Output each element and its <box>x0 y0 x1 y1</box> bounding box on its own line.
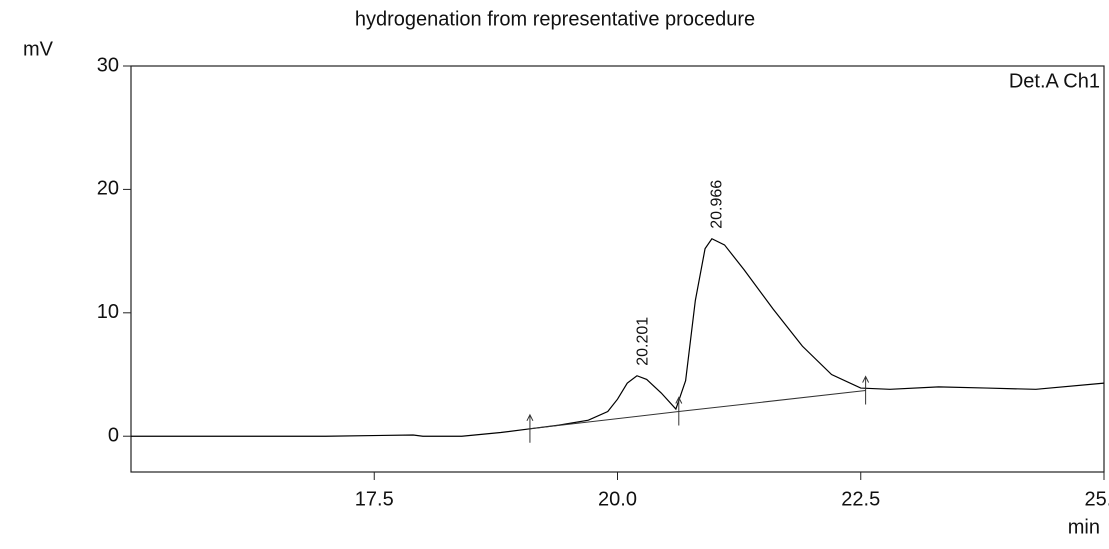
detector-label: Det.A Ch1 <box>1009 70 1100 92</box>
x-tick-label: 22.5 <box>841 488 880 510</box>
trace-line <box>131 238 1105 437</box>
y-tick-label: 10 <box>97 301 119 323</box>
integration-arrow <box>526 413 534 443</box>
plot-frame <box>130 65 1105 473</box>
y-tick-label: 0 <box>108 424 119 446</box>
y-tick-label: 30 <box>97 54 119 76</box>
peak-label: 20.966 <box>709 180 726 229</box>
integration-arrow <box>862 375 870 405</box>
chart-title: hydrogenation from representative proced… <box>355 8 755 30</box>
x-tick-label: 20.0 <box>598 488 637 510</box>
x-tick-label: 17.5 <box>355 488 394 510</box>
integration-baseline <box>529 390 866 430</box>
y-axis-label: mV <box>23 38 54 60</box>
x-tick-label: 25.0 <box>1085 488 1109 510</box>
y-tick-label: 20 <box>97 178 119 200</box>
x-axis-label: min <box>1068 516 1100 538</box>
peak-label: 20.201 <box>634 317 651 366</box>
